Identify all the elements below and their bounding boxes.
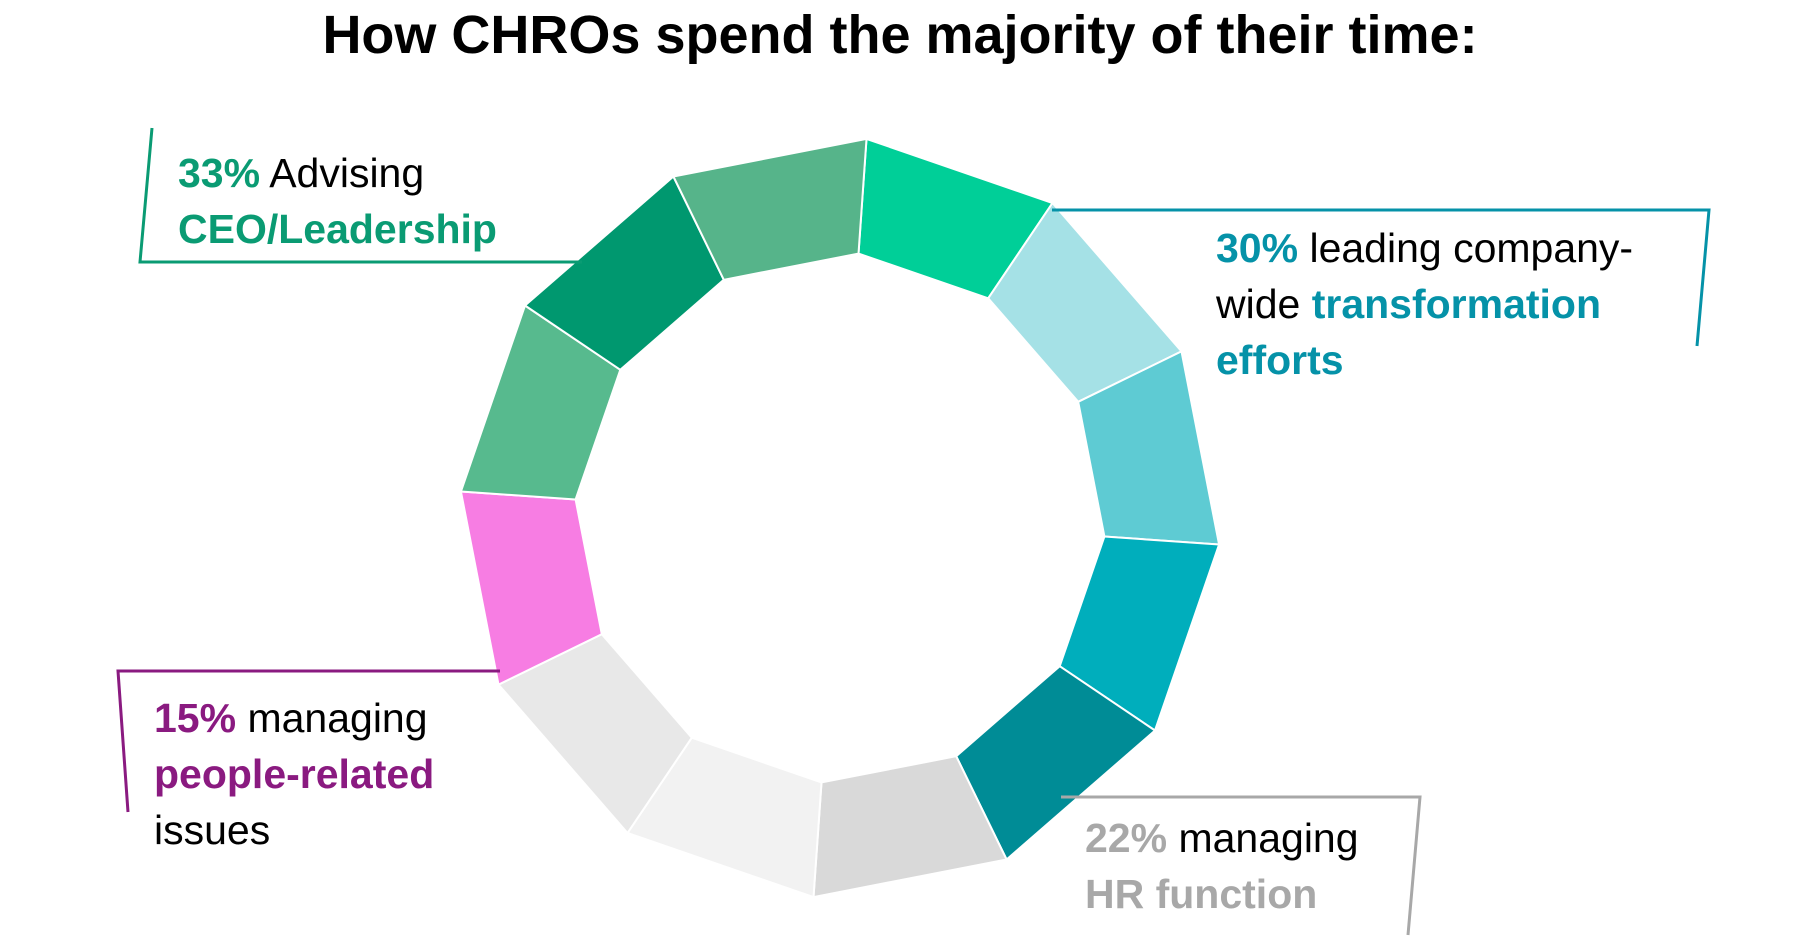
- callout-percent: 30%: [1216, 225, 1299, 271]
- callout-bracket-hr: [1061, 795, 1422, 936]
- callout-emphasis: HR function: [1085, 871, 1318, 917]
- callout-text: wide: [1216, 281, 1312, 327]
- callout-text: issues: [154, 807, 271, 853]
- callout-advising-ceo: 33% Advising CEO/Leadership: [178, 145, 497, 257]
- callout-bracket-ceo: [138, 127, 582, 264]
- callout-percent: 33%: [178, 150, 261, 196]
- callout-text: managing: [1167, 815, 1359, 861]
- callout-emphasis: CEO/Leadership: [178, 206, 497, 252]
- callout-emphasis: transformation: [1311, 281, 1602, 327]
- chart-title: How CHROs spend the majority of their ti…: [322, 5, 1478, 65]
- callout-transformation: 30% leading company- wide transformation…: [1216, 220, 1633, 388]
- callout-percent: 15%: [154, 695, 237, 741]
- callout-emphasis: people-related: [154, 751, 435, 797]
- callout-bracket-people: [116, 669, 500, 813]
- callout-percent: 22%: [1085, 815, 1168, 861]
- callout-text: managing: [236, 695, 428, 741]
- callout-people-issues: 15% managing people-related issues: [154, 690, 434, 858]
- callout-hr-function: 22% managing HR function: [1085, 810, 1359, 922]
- ring-segment: [671, 137, 868, 281]
- callout-bracket-transform: [1052, 208, 1711, 347]
- callout-text: leading company-: [1298, 225, 1634, 271]
- ring-segments: [459, 137, 1221, 899]
- callout-emphasis: efforts: [1216, 337, 1344, 383]
- callout-text: Advising: [260, 150, 425, 196]
